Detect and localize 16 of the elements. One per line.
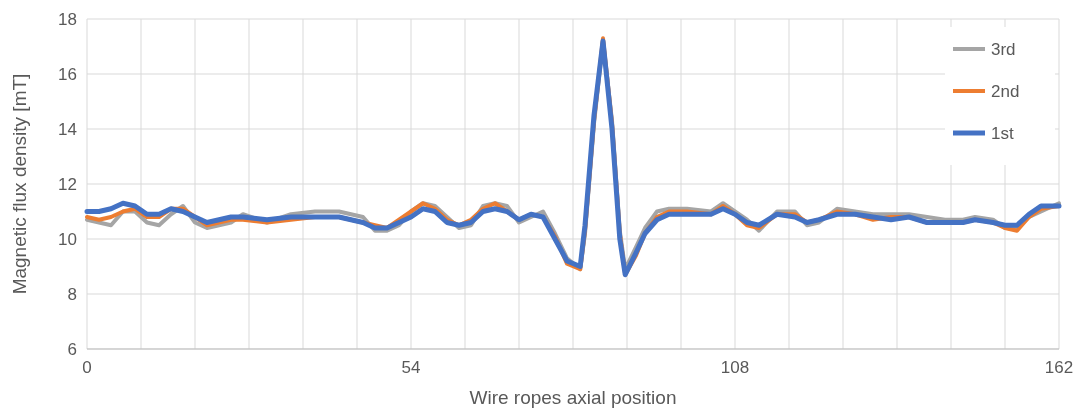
y-tick-label: 8 bbox=[67, 285, 77, 304]
y-tick-label: 14 bbox=[58, 120, 77, 139]
y-axis-title: Magnetic flux density [mT] bbox=[9, 73, 30, 295]
x-tick-label: 162 bbox=[1044, 358, 1074, 377]
y-tick-label: 12 bbox=[58, 175, 77, 194]
x-tick-label: 54 bbox=[401, 358, 421, 377]
y-tick-label: 10 bbox=[58, 230, 77, 249]
legend-label: 1st bbox=[991, 124, 1014, 143]
legend-label: 2nd bbox=[991, 82, 1020, 101]
y-tick-label: 18 bbox=[58, 10, 77, 29]
x-axis-title: Wire ropes axial position bbox=[469, 387, 677, 408]
legend-label: 3rd bbox=[991, 40, 1016, 59]
x-tick-label: 108 bbox=[720, 358, 750, 377]
x-tick-label: 0 bbox=[82, 358, 92, 377]
y-tick-label: 6 bbox=[67, 340, 77, 359]
y-tick-label: 16 bbox=[58, 65, 77, 84]
